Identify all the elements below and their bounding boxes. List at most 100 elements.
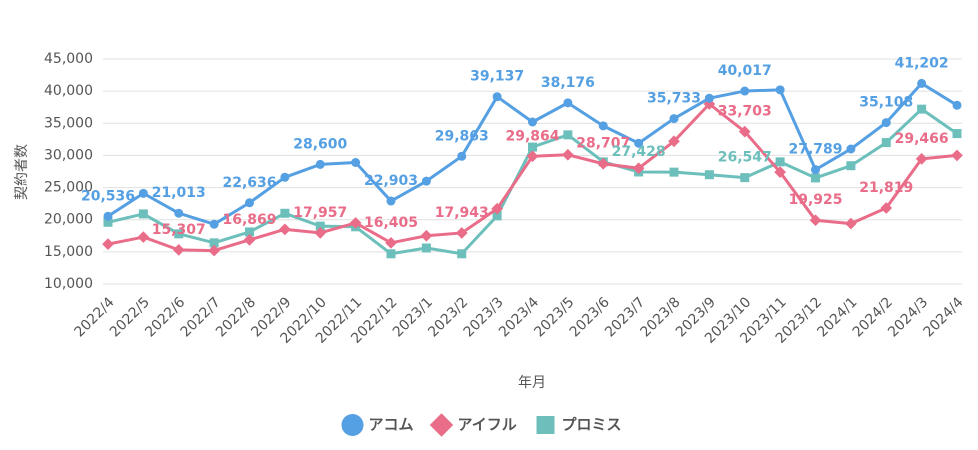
marker [421,243,431,253]
marker [775,157,785,167]
marker [775,85,785,95]
data-label: 28,600 [293,136,347,152]
marker [421,176,431,186]
marker [881,138,891,148]
data-label: 29,466 [895,131,949,147]
marker [846,161,856,171]
marker [528,117,537,127]
legend-label: アイフル [458,416,517,434]
marker [740,86,750,96]
marker [704,93,714,103]
data-label: 40,017 [718,63,772,79]
data-label: 15,307 [152,222,206,238]
marker [811,173,820,183]
marker [386,196,396,206]
y-tick-label: 20,000 [44,212,93,228]
marker [385,236,397,249]
data-label: 41,202 [895,55,949,71]
x-tick-label: 2024/4 [921,294,967,340]
marker [526,150,539,163]
marker [245,227,254,237]
marker [209,219,219,229]
marker [917,104,927,114]
marker [279,223,291,236]
marker [245,198,254,208]
data-label: 21,013 [152,185,206,201]
marker [952,100,962,110]
marker [315,159,325,169]
legend-marker [536,416,555,434]
marker [174,208,184,218]
data-label: 38,176 [541,75,595,91]
marker [598,121,608,131]
marker [420,229,433,242]
data-label: 39,137 [470,69,524,85]
data-label: 17,943 [435,205,489,221]
marker [209,238,219,248]
marker [669,167,679,177]
marker [597,157,610,170]
marker [846,144,856,154]
y-tick-label: 15,000 [44,244,93,260]
data-label: 16,869 [222,212,276,228]
data-label: 26,547 [718,150,772,166]
marker [386,249,396,259]
legend-label: プロミス [562,416,622,434]
marker [563,98,573,108]
marker [103,211,113,221]
marker [845,217,857,230]
legend-marker [429,413,454,437]
marker [314,226,327,239]
marker [103,217,113,227]
series [102,98,963,257]
legend-label: アコム [369,416,414,434]
marker [881,118,891,128]
series [103,78,962,229]
data-label: 29,863 [435,128,489,144]
legend-marker [341,414,364,436]
marker [528,142,537,152]
marker [138,209,148,219]
marker [740,173,750,183]
marker [455,227,468,239]
y-tick-label: 30,000 [44,147,93,163]
marker [138,188,148,198]
marker [563,130,573,140]
marker [811,165,820,175]
marker [172,244,185,256]
marker [351,158,361,167]
marker [457,151,467,161]
marker [492,211,502,221]
marker [809,214,822,227]
y-tick-label: 25,000 [44,180,93,196]
data-label: 35,733 [647,91,701,107]
marker [102,238,114,250]
marker [137,231,150,243]
marker [952,129,962,139]
marker [492,92,502,102]
marker [669,114,679,124]
x-axis-label: 年月 [518,375,546,391]
marker [174,229,184,239]
marker [703,98,716,110]
marker [915,153,928,165]
data-label: 19,925 [788,192,842,208]
marker [243,233,256,246]
marker [774,166,786,178]
marker [917,78,927,88]
data-label: 20,536 [81,188,135,204]
marker [349,217,362,229]
marker [632,162,645,175]
y-tick-label: 40,000 [44,83,93,99]
y-axis-label: 契約者数 [14,144,30,200]
marker [668,135,680,148]
data-label: 29,864 [505,128,559,144]
data-label: 21,819 [859,180,913,196]
data-label: 35,108 [859,95,913,111]
marker [280,172,290,182]
marker [951,149,963,162]
data-label: 27,789 [788,142,842,158]
y-tick-label: 10,000 [44,276,93,292]
marker [315,221,325,231]
